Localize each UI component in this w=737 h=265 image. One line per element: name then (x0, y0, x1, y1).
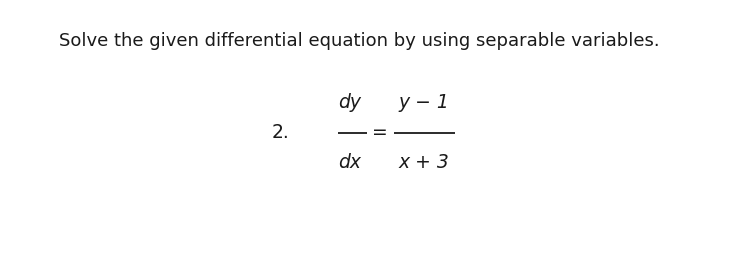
Text: Solve the given differential equation by using separable variables.: Solve the given differential equation by… (59, 32, 660, 50)
Text: 2.: 2. (271, 123, 289, 142)
Text: dy: dy (338, 92, 362, 112)
Text: dx: dx (338, 153, 362, 173)
Text: x + 3: x + 3 (399, 153, 449, 173)
Text: =: = (371, 123, 388, 142)
Text: y − 1: y − 1 (399, 92, 449, 112)
